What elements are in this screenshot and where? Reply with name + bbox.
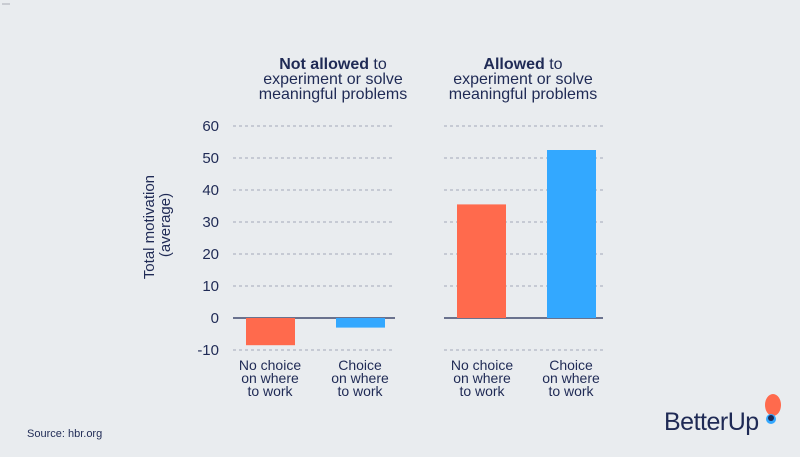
source-note: Source: hbr.org [27,428,103,440]
left-bar-no-choice [246,318,295,346]
left-bar-choice [336,318,385,328]
left-grid [233,125,395,351]
x-label-line: Choice [338,357,382,373]
left-x-label-no-choice: No choice on where to work [239,357,301,399]
x-label-line: to work [337,383,383,399]
left-title-line2: experiment or solve [263,71,403,88]
x-label-line: on where [453,370,511,386]
x-label-line: on where [542,370,600,386]
right-title-line3: meaningful problems [448,86,598,103]
y-tick-label: 20 [202,246,219,263]
x-label-line: on where [241,370,299,386]
x-label-line: No choice [451,357,513,373]
x-label-line: to work [247,383,293,399]
right-x-label-no-choice: No choice on where to work [451,357,513,399]
betterup-logo-icon [765,394,781,424]
left-title-rest: to [368,56,387,73]
y-axis-label: Total motivation (average) [141,171,174,279]
y-axis-label-line1: Total motivation [141,175,158,279]
right-title-line2: experiment or solve [453,71,593,88]
bars-group [246,150,596,346]
left-title-bold: Not allowed [279,56,369,73]
right-x-label-choice: Choice on where to work [542,357,600,399]
right-panel-title: Allowed to experiment or solve meaningfu… [423,56,623,103]
left-panel-title: Not allowed to experiment or solve meani… [233,56,433,103]
y-tick-label: 0 [211,310,219,327]
right-title-bold: Allowed [483,56,545,73]
x-label-line: to work [548,383,594,399]
y-tick-label: 40 [202,182,219,199]
x-label-line: on where [331,370,389,386]
y-tick-label: 60 [202,118,219,135]
y-tick-label: 50 [202,150,219,167]
x-label-line: Choice [549,357,593,373]
right-bar-choice [547,150,596,318]
y-axis-ticks: 60 50 40 30 20 10 0 -10 [197,118,219,359]
left-title-line3: meaningful problems [258,86,408,103]
corner-mark [2,3,10,5]
y-tick-label: -10 [197,342,219,359]
y-axis-label-line2: (average) [157,193,174,257]
y-tick-label: 10 [202,278,219,295]
left-x-label-choice: Choice on where to work [331,357,389,399]
x-label-line: No choice [239,357,301,373]
x-label-line: to work [459,383,505,399]
betterup-logo-text: BetterUp [664,408,759,436]
right-bar-no-choice [457,204,506,318]
y-tick-label: 30 [202,214,219,231]
right-title-rest: to [544,56,563,73]
